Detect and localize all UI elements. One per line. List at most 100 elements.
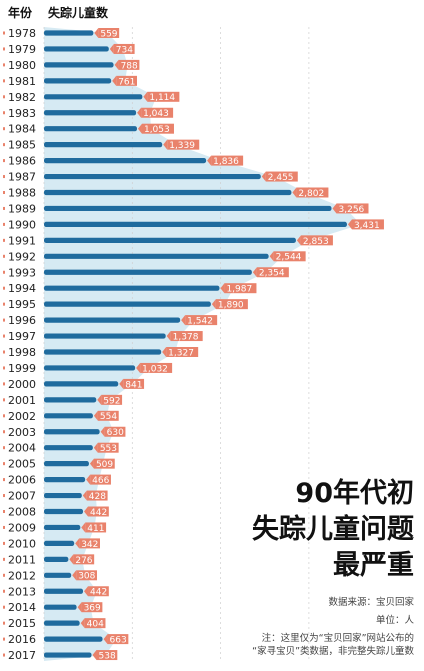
value-tag (351, 219, 384, 230)
year-tick (3, 222, 5, 226)
footnote-line-1: 注：这里仅为“宝贝回家”网站公布的 (261, 633, 414, 644)
bar (44, 620, 80, 626)
year-tick (3, 143, 5, 147)
value-label: 1,836 (213, 157, 239, 167)
bar (44, 556, 69, 562)
value-tag-pointer (109, 43, 114, 54)
year-label: 2013 (8, 585, 36, 598)
bar (44, 253, 269, 259)
value-tag (101, 394, 123, 405)
year-tick (3, 478, 5, 482)
year-tick (3, 653, 5, 657)
value-tag (76, 570, 97, 581)
value-tag-pointer (94, 28, 99, 38)
year-tick (3, 254, 5, 258)
area-shading (44, 27, 361, 662)
year-label: 2008 (8, 506, 36, 519)
value-tag (113, 43, 135, 54)
bar (44, 604, 77, 610)
year-tick (3, 350, 5, 354)
value-tag-pointer (296, 235, 301, 246)
value-tag (256, 267, 289, 278)
value-tag-pointer (86, 474, 91, 485)
year-label: 1991 (8, 234, 36, 247)
value-label: 1,890 (218, 301, 244, 311)
bar (44, 365, 136, 371)
bar (44, 588, 84, 594)
value-tag (118, 59, 140, 70)
value-tag (98, 28, 120, 38)
bar (44, 205, 332, 212)
value-tag (215, 299, 248, 310)
value-tag (116, 75, 137, 86)
value-tag (90, 474, 111, 485)
year-label: 1981 (8, 75, 36, 88)
value-label: 369 (84, 604, 101, 614)
year-tick (3, 206, 5, 210)
value-tag-pointer (92, 650, 97, 661)
bar (44, 461, 89, 467)
bar (44, 173, 261, 180)
value-tag (265, 171, 298, 182)
value-tag-pointer (84, 586, 89, 597)
year-tick (3, 589, 5, 593)
year-label: 1993 (8, 266, 36, 279)
year-label: 2005 (8, 458, 36, 471)
value-label: 761 (118, 77, 135, 87)
value-tag (123, 378, 145, 389)
year-tick (3, 525, 5, 529)
headline-line-2: 失踪儿童问题 (252, 514, 414, 545)
year-label: 1982 (8, 91, 36, 104)
value-tag (93, 458, 115, 469)
year-tick (3, 573, 5, 577)
value-tag (336, 203, 369, 214)
year-label: 2006 (8, 474, 36, 487)
value-tag (224, 283, 257, 294)
value-tag-pointer (261, 171, 266, 182)
year-tick (3, 366, 5, 370)
value-tag (300, 235, 333, 246)
value-tag-pointer (292, 187, 297, 198)
value-tag-pointer (136, 362, 141, 373)
value-label: 554 (100, 412, 117, 422)
year-tick (3, 318, 5, 322)
value-label: 538 (99, 651, 116, 661)
value-label: 592 (103, 396, 120, 406)
year-label: 2002 (8, 410, 36, 423)
year-label: 1997 (8, 330, 36, 343)
value-tag (73, 554, 95, 565)
value-tag (96, 650, 118, 661)
year-tick (3, 398, 5, 402)
value-label: 559 (100, 29, 117, 39)
value-tag (84, 618, 106, 629)
year-label: 2014 (8, 601, 36, 614)
year-tick (3, 111, 5, 115)
year-label: 2007 (8, 490, 36, 503)
value-label: 308 (78, 572, 95, 582)
value-tag-pointer (163, 139, 168, 150)
headline-line-1: 90年代初 (295, 478, 414, 509)
year-label: 2004 (8, 442, 36, 455)
value-label: 466 (92, 476, 109, 486)
bar (44, 126, 137, 132)
value-tag-pointer (84, 506, 89, 517)
year-label: 2011 (8, 553, 36, 566)
value-tag-pointer (181, 315, 186, 326)
value-tag-pointer (69, 554, 74, 565)
value-tag (147, 91, 180, 102)
value-label: 428 (89, 492, 106, 502)
value-tag-pointer (82, 490, 87, 501)
year-label: 1987 (8, 171, 36, 184)
bar (44, 94, 143, 100)
bar (44, 189, 292, 196)
value-label: 442 (90, 588, 107, 598)
year-label: 1985 (8, 139, 36, 152)
year-tick (3, 414, 5, 418)
year-label: 1983 (8, 107, 36, 120)
value-tag (79, 538, 100, 549)
year-label: 1989 (8, 202, 36, 215)
value-label: 663 (110, 636, 127, 646)
value-label: 630 (107, 428, 124, 438)
value-tag (296, 187, 329, 198)
